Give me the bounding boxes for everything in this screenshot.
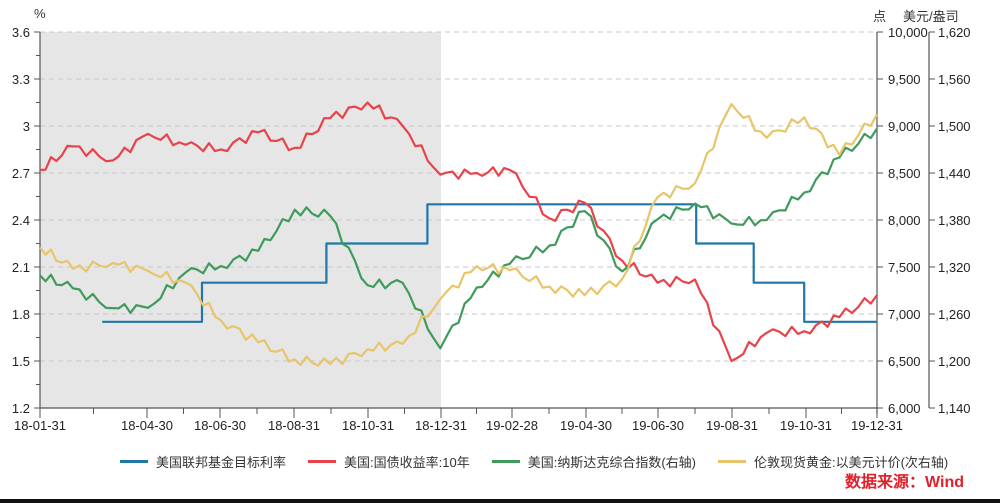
- legend-swatch-icon: [308, 460, 337, 463]
- svg-text:8,500: 8,500: [888, 166, 921, 181]
- series-line: [39, 101, 878, 363]
- svg-text:18-06-30: 18-06-30: [194, 418, 246, 433]
- svg-text:3: 3: [23, 119, 30, 134]
- legend-label: 美国:国债收益率:10年: [344, 455, 470, 470]
- svg-text:18-12-31: 18-12-31: [415, 418, 467, 433]
- svg-text:19-10-31: 19-10-31: [780, 418, 832, 433]
- svg-text:1,140: 1,140: [938, 401, 971, 416]
- svg-text:18-08-31: 18-08-31: [268, 418, 320, 433]
- legend-item-gold[interactable]: 伦敦现货黄金:以美元计价(次右轴): [717, 452, 949, 471]
- legend-label: 美国:纳斯达克综合指数(右轴): [527, 455, 696, 470]
- svg-text:19-06-30: 19-06-30: [632, 418, 684, 433]
- svg-text:1,320: 1,320: [938, 260, 971, 275]
- right-axis2-unit: 美元/盎司: [903, 9, 959, 24]
- svg-text:10,000: 10,000: [888, 25, 928, 40]
- svg-text:6,500: 6,500: [888, 354, 921, 369]
- svg-text:7,500: 7,500: [888, 260, 921, 275]
- left-axis-unit: %: [34, 6, 46, 21]
- svg-text:2.4: 2.4: [12, 213, 30, 228]
- legend-item-nasdaq[interactable]: 美国:纳斯达克综合指数(右轴): [491, 452, 696, 471]
- legend-swatch-icon: [717, 460, 746, 463]
- svg-text:1,620: 1,620: [938, 25, 971, 40]
- svg-text:19-12-31: 19-12-31: [851, 418, 903, 433]
- svg-text:18-10-31: 18-10-31: [342, 418, 394, 433]
- data-source-note: 数据来源：Wind: [845, 474, 964, 491]
- svg-text:18-04-30: 18-04-30: [121, 418, 173, 433]
- svg-text:19-04-30: 19-04-30: [560, 418, 612, 433]
- svg-text:1.5: 1.5: [12, 354, 30, 369]
- svg-text:1,500: 1,500: [938, 119, 971, 134]
- legend-label: 美国联邦基金目标利率: [156, 455, 287, 470]
- svg-text:2.1: 2.1: [12, 260, 30, 275]
- svg-text:1,380: 1,380: [938, 213, 971, 228]
- legend-swatch-icon: [120, 460, 148, 463]
- svg-text:1,440: 1,440: [938, 166, 971, 181]
- series-lines: [39, 101, 878, 367]
- svg-text:1.2: 1.2: [12, 401, 30, 416]
- svg-text:6,000: 6,000: [888, 401, 921, 416]
- legend: 美国联邦基金目标利率 美国:国债收益率:10年 美国:纳斯达克综合指数(右轴) …: [120, 452, 948, 471]
- svg-text:1,260: 1,260: [938, 307, 971, 322]
- axes: [34, 31, 935, 418]
- svg-text:1,200: 1,200: [938, 354, 971, 369]
- svg-text:19-08-31: 19-08-31: [706, 418, 758, 433]
- svg-text:18-01-31: 18-01-31: [14, 418, 66, 433]
- svg-text:3.3: 3.3: [12, 72, 30, 87]
- series-line: [39, 127, 878, 350]
- series-line: [102, 203, 877, 323]
- svg-text:3.6: 3.6: [12, 25, 30, 40]
- gridlines: [40, 31, 877, 362]
- legend-swatch-icon: [491, 460, 520, 463]
- svg-text:7,000: 7,000: [888, 307, 921, 322]
- svg-text:1,560: 1,560: [938, 72, 971, 87]
- svg-text:9,500: 9,500: [888, 72, 921, 87]
- svg-text:1.8: 1.8: [12, 307, 30, 322]
- legend-item-fed-rate[interactable]: 美国联邦基金目标利率: [120, 452, 286, 471]
- legend-label: 伦敦现货黄金:以美元计价(次右轴): [753, 455, 949, 470]
- svg-text:9,000: 9,000: [888, 119, 921, 134]
- svg-text:19-02-28: 19-02-28: [486, 418, 538, 433]
- series-line: [39, 102, 878, 367]
- legend-item-treasury-10y[interactable]: 美国:国债收益率:10年: [308, 452, 470, 471]
- svg-text:2.7: 2.7: [12, 166, 30, 181]
- bottom-border: [0, 499, 1000, 503]
- tick-labels: 3.6 10,000 1,620 3.3 9,500 1,560 3 9,000 1,500 2.…: [12, 25, 971, 433]
- svg-text:8,000: 8,000: [888, 213, 921, 228]
- right-axis-unit: 点: [873, 9, 887, 24]
